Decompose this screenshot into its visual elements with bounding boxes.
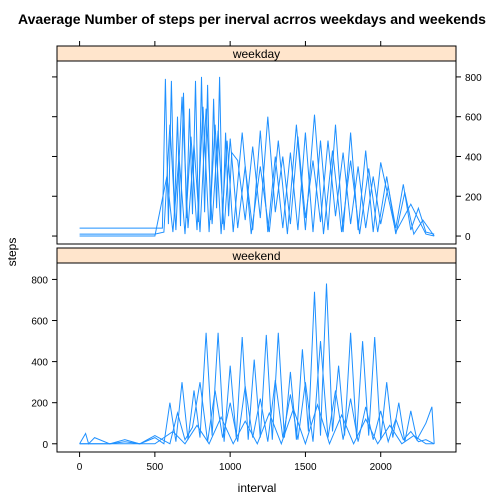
series-line-weekend-0 (79, 283, 435, 445)
y-tick-label: 800 (31, 275, 48, 286)
y-tick-label: 400 (31, 358, 48, 369)
x-tick-label: 0 (77, 462, 83, 473)
y-tick-label: 400 (465, 152, 482, 163)
panel-weekday: weekday 0 200 400 600 800 (52, 41, 482, 245)
y-tick-label: 0 (465, 232, 471, 243)
series-line-weekday-2 (79, 106, 435, 237)
panels-group: weekday 0 200 400 600 800 weekend 0 200 400 600 800… (31, 41, 482, 473)
x-tick-label: 2000 (370, 462, 393, 473)
chart-title: Avaerage Number of steps per inerval acr… (18, 11, 486, 27)
series-line-weekend-2 (79, 403, 435, 446)
y-axis-label: steps (5, 238, 19, 267)
x-tick-label: 500 (147, 462, 164, 473)
series-group (79, 76, 435, 237)
series-line-weekday-1 (79, 96, 435, 237)
x-tick-label: 1000 (219, 462, 242, 473)
y-tick-label: 600 (465, 113, 482, 124)
strip-label: weekend (231, 249, 280, 263)
y-tick-label: 600 (31, 317, 48, 328)
y-tick-label: 0 (42, 440, 48, 451)
plot-frame-weekend (56, 262, 457, 453)
y-tick-label: 200 (31, 399, 48, 410)
panel-weekend: weekend 0 200 400 600 800 0 500 1000 1500 2000 (31, 247, 461, 473)
x-axis-label: interval (238, 481, 277, 495)
strip-label: weekday (232, 47, 280, 61)
x-tick-label: 1500 (294, 462, 317, 473)
series-group (79, 283, 435, 446)
plot-frame-weekday (56, 60, 457, 245)
series-line-weekend-1 (79, 341, 435, 445)
y-tick-label: 800 (465, 73, 482, 84)
y-tick-label: 200 (465, 192, 482, 203)
